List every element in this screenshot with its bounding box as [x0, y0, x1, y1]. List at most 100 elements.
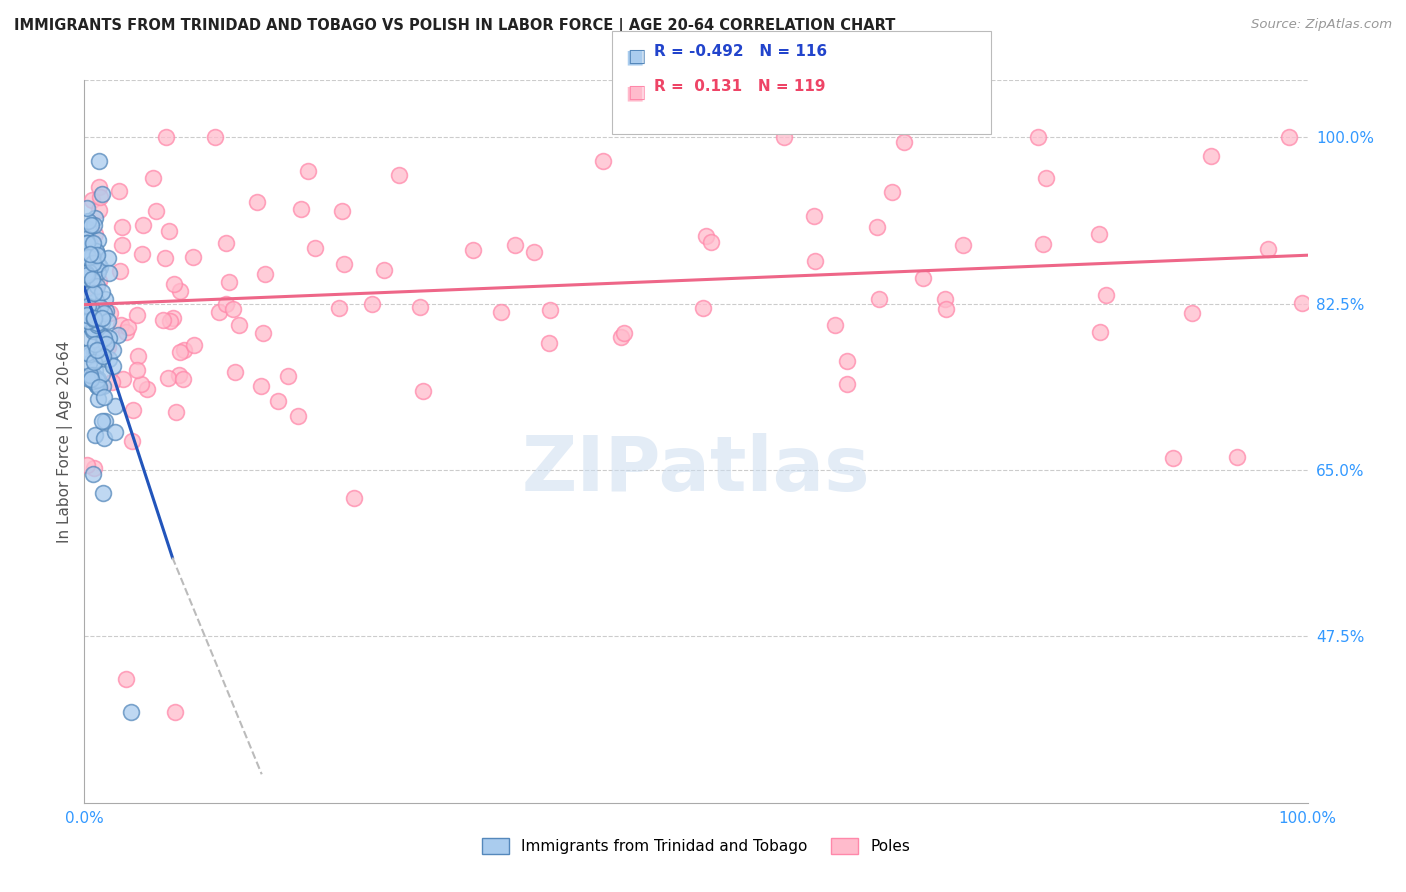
- Point: [75, 270, 97, 285]
- Point: [86, 248, 108, 262]
- Point: [76, 316, 98, 330]
- Point: [120, 706, 142, 720]
- Point: [911, 271, 934, 285]
- Point: [89, 260, 111, 274]
- Point: [114, 672, 136, 686]
- Point: [183, 251, 205, 265]
- Point: [114, 325, 136, 339]
- Point: [893, 135, 915, 149]
- Point: [91, 285, 114, 299]
- Point: [1035, 170, 1057, 185]
- Point: [412, 384, 434, 398]
- Point: [952, 238, 974, 252]
- Point: [172, 372, 194, 386]
- Point: [868, 292, 890, 306]
- Point: [77, 287, 100, 301]
- Point: [84, 363, 107, 377]
- Point: [84, 337, 107, 351]
- Point: [76, 235, 98, 250]
- Point: [87, 274, 110, 288]
- Point: [79, 265, 101, 279]
- Point: [77, 356, 100, 370]
- Point: [86, 343, 108, 357]
- Point: [82, 322, 104, 336]
- Point: [127, 309, 149, 323]
- Point: [101, 375, 124, 389]
- Point: [1201, 149, 1223, 163]
- Point: [253, 268, 276, 282]
- Point: [83, 461, 105, 475]
- Point: [79, 295, 101, 310]
- Point: [592, 153, 614, 168]
- Point: [183, 338, 205, 352]
- Point: [83, 310, 105, 325]
- Point: [97, 251, 120, 265]
- Point: [108, 264, 131, 278]
- Point: [93, 304, 115, 318]
- Point: [93, 331, 115, 345]
- Point: [246, 195, 269, 210]
- Point: [218, 275, 240, 289]
- Point: [82, 248, 104, 262]
- Point: [86, 279, 108, 293]
- Point: [127, 349, 149, 363]
- Point: [97, 340, 120, 354]
- Point: [87, 180, 110, 194]
- Point: [91, 349, 114, 363]
- Point: [83, 285, 105, 300]
- Point: [228, 318, 250, 332]
- Point: [79, 302, 101, 317]
- Point: [373, 263, 395, 277]
- Point: [1090, 325, 1112, 339]
- Point: [157, 224, 180, 238]
- Point: [803, 209, 825, 223]
- Point: [145, 203, 167, 218]
- Point: [1088, 227, 1111, 241]
- Point: [86, 318, 108, 332]
- Point: [91, 379, 114, 393]
- Point: [865, 219, 887, 234]
- Point: [83, 280, 105, 294]
- Point: [1291, 296, 1313, 310]
- Point: [76, 201, 98, 215]
- Point: [80, 372, 103, 386]
- Point: [208, 305, 231, 319]
- Point: [86, 377, 108, 392]
- Point: [111, 238, 134, 252]
- Point: [79, 319, 101, 334]
- Point: [1095, 288, 1118, 302]
- Point: [609, 330, 631, 344]
- Point: [523, 244, 546, 259]
- Point: [83, 428, 105, 442]
- Point: [127, 363, 149, 377]
- Text: □: □: [627, 47, 645, 66]
- Point: [77, 235, 100, 250]
- Point: [82, 467, 104, 481]
- Point: [94, 304, 117, 318]
- Point: [112, 372, 135, 386]
- Point: [87, 380, 110, 394]
- Y-axis label: In Labor Force | Age 20-64: In Labor Force | Age 20-64: [58, 341, 73, 542]
- Point: [98, 306, 121, 320]
- Point: [86, 317, 108, 331]
- Point: [142, 171, 165, 186]
- Point: [82, 256, 104, 270]
- Point: [804, 253, 827, 268]
- Point: [1257, 242, 1279, 256]
- Point: [699, 235, 721, 249]
- Point: [1028, 130, 1050, 145]
- Point: [83, 343, 105, 358]
- Point: [77, 314, 100, 328]
- Point: [165, 706, 187, 720]
- Point: [76, 250, 98, 264]
- Point: [461, 243, 484, 257]
- Point: [835, 376, 858, 391]
- Point: [94, 292, 117, 306]
- Point: [165, 405, 187, 419]
- Point: [290, 202, 312, 216]
- Point: [1032, 237, 1054, 252]
- Point: [108, 184, 131, 198]
- Point: [215, 297, 238, 311]
- Point: [75, 275, 97, 289]
- Point: [695, 228, 717, 243]
